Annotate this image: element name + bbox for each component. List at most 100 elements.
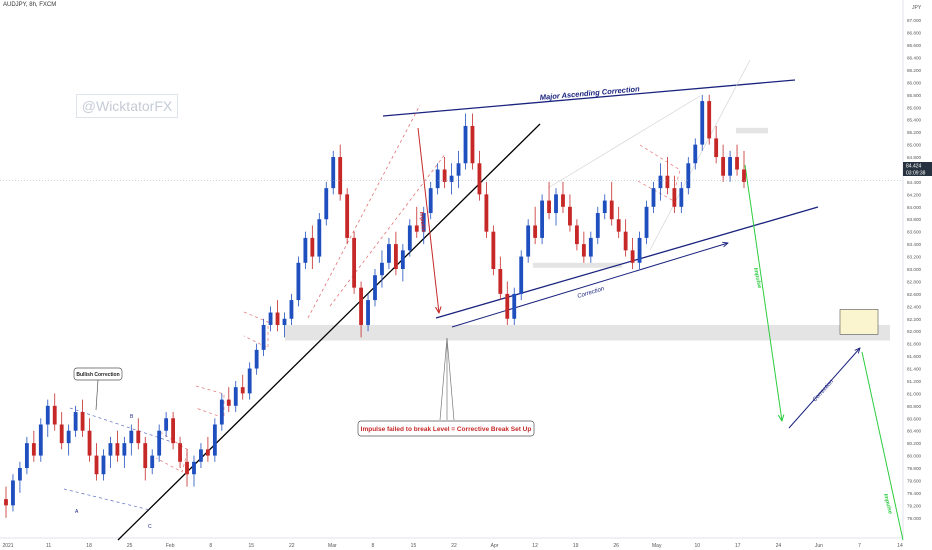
candle-body: [38, 424, 43, 456]
candle-body: [637, 237, 642, 263]
y-tick-label: 86.600: [907, 43, 921, 48]
price-badge-value: 84.424: [906, 164, 922, 170]
candle-body: [414, 225, 419, 232]
candle-body: [707, 101, 712, 139]
y-tick-label: 80.200: [907, 441, 921, 446]
y-tick-label: 85.800: [907, 93, 921, 98]
candle-body: [324, 188, 329, 220]
x-tick-label: 26: [613, 543, 619, 549]
candle-body: [87, 430, 92, 456]
candle-body: [192, 461, 196, 475]
x-tick-label: 25: [127, 543, 133, 549]
candle-body: [59, 424, 64, 444]
candle-body: [735, 157, 739, 170]
candle-body: [373, 275, 377, 301]
y-tick-label: 84.000: [907, 205, 921, 210]
candle-body: [428, 188, 433, 214]
candles-layer[interactable]: [0, 94, 903, 518]
x-tick-label: 11: [46, 543, 51, 549]
candle-body: [199, 449, 203, 462]
x-tick-label: 18: [86, 543, 92, 549]
candle-body: [254, 349, 259, 369]
candle-body: [352, 237, 357, 288]
x-tick-label: Apr: [491, 543, 499, 549]
candle-body: [303, 237, 308, 263]
candle-body: [80, 412, 85, 431]
candle-body: [157, 430, 162, 456]
y-tick-label: 86.800: [907, 31, 921, 36]
candle-body: [554, 194, 558, 214]
candle-body: [115, 443, 120, 456]
y-tick-label: 84.800: [907, 155, 921, 160]
price-axis[interactable]: [903, 0, 932, 538]
y-tick-label: 82.400: [907, 304, 921, 309]
candle-body: [129, 430, 134, 444]
candle-body: [4, 499, 8, 506]
candle-body: [45, 405, 50, 425]
dashed-channel-1a: [307, 104, 421, 319]
y-tick-label: 84.400: [907, 180, 921, 185]
y-tick-label: 80.600: [907, 416, 921, 421]
candle-body: [275, 312, 280, 325]
label-impulse-green-2: Impulse: [882, 493, 893, 515]
candle-body: [233, 387, 238, 406]
y-tick-label: 80.000: [907, 454, 921, 459]
candle-body: [73, 412, 78, 431]
x-tick-label: 14: [897, 543, 903, 549]
abc-wedge-top: [69, 407, 173, 443]
label-wave-b: B: [130, 414, 134, 420]
y-tick-label: 85.600: [907, 105, 921, 110]
candle-body: [345, 194, 350, 238]
candle-body: [700, 101, 705, 145]
target-zone: [839, 309, 879, 335]
candle-body: [679, 188, 684, 207]
candle-body: [588, 237, 593, 257]
candle-body: [219, 399, 224, 425]
candle-body: [602, 200, 607, 214]
x-tick-label: 22: [451, 543, 457, 549]
y-tick-label: 83.400: [907, 242, 921, 247]
candle-body: [18, 468, 22, 481]
dashed-box-3: [155, 431, 189, 473]
candle-body: [247, 368, 252, 394]
candle-body: [289, 300, 294, 319]
x-tick-label: 15: [411, 543, 417, 549]
candle-body: [686, 163, 691, 189]
y-tick-label: 82.600: [907, 292, 921, 297]
x-tick-label: Mar: [328, 543, 337, 549]
y-tick-label: 79.000: [907, 516, 921, 521]
support-zone: [285, 324, 890, 341]
candle-body: [630, 250, 635, 263]
y-tick-label: 81.400: [907, 367, 921, 372]
candle-body: [477, 163, 482, 195]
candle-body: [310, 237, 315, 257]
candle-body: [143, 443, 148, 469]
time-axis[interactable]: [0, 538, 932, 550]
candle-body: [400, 250, 405, 269]
candle-body: [651, 188, 656, 207]
y-tick-label: 83.200: [907, 255, 921, 260]
x-tick-label: 22: [289, 543, 295, 549]
candle-body: [505, 293, 510, 319]
candle-body: [484, 194, 489, 232]
candle-body: [261, 324, 266, 350]
candle-body: [574, 225, 579, 245]
candle-body: [24, 443, 29, 469]
x-tick-label: 19: [573, 543, 579, 549]
note-pointer-3: [446, 337, 455, 421]
y-tick-label: 82.200: [907, 317, 921, 322]
candle-body: [205, 449, 210, 456]
candle-body: [150, 455, 155, 469]
candle-body: [672, 188, 677, 207]
label-wave-c: C: [148, 524, 152, 530]
watermark: @WicktatorFX: [76, 94, 178, 118]
price-badge: [903, 162, 932, 169]
countdown-badge: [903, 169, 932, 176]
candle-body: [498, 269, 503, 294]
candle-body: [331, 157, 336, 189]
y-tick-label: 85.200: [907, 130, 921, 135]
y-tick-label: 80.800: [907, 404, 921, 409]
candle-body: [442, 169, 447, 182]
candle-body: [547, 200, 551, 214]
